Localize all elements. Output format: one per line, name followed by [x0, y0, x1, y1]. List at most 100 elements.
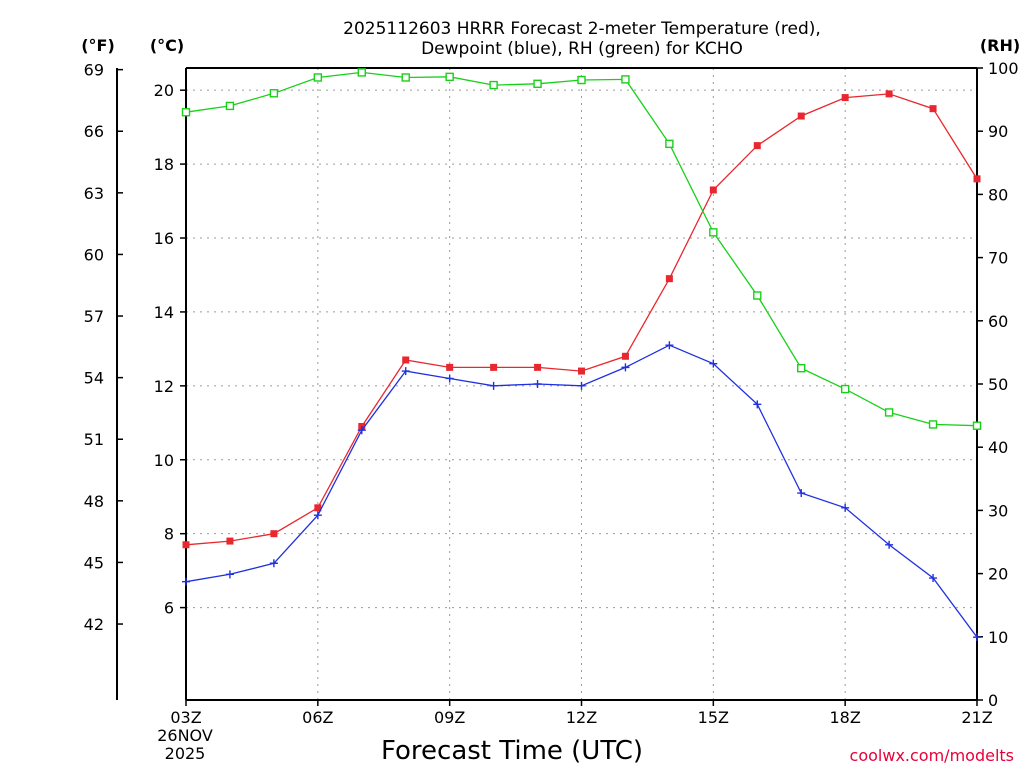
dewpoint-point	[797, 489, 806, 498]
rh-point	[181, 108, 191, 117]
dewpoint-point	[401, 367, 410, 376]
celsius-tick-label: 8	[164, 525, 174, 544]
data-series	[181, 68, 982, 642]
temperature-point	[226, 537, 234, 545]
fahrenheit-tick-label: 69	[84, 61, 104, 80]
rh-tick-label: 100	[988, 59, 1019, 78]
temperature-point	[446, 363, 454, 371]
rh-point	[709, 228, 718, 237]
dewpoint-point	[709, 359, 718, 368]
fahrenheit-tick-label: 63	[84, 184, 104, 203]
dewpoint-point	[357, 426, 366, 435]
dewpoint-point	[182, 577, 190, 586]
dewpoint-point	[577, 381, 586, 390]
dewpoint-point	[621, 363, 630, 372]
rh-tick-label: 90	[988, 122, 1008, 141]
dewpoint-point	[225, 570, 234, 579]
dewpoint-series	[182, 341, 981, 642]
dewpoint-point	[973, 633, 981, 642]
temperature-point	[270, 530, 278, 538]
fahrenheit-tick-label: 66	[84, 122, 104, 141]
rh-tick-label: 30	[988, 501, 1008, 520]
x-tick-label: 18Z	[830, 708, 861, 727]
rh-point	[797, 364, 806, 373]
rh-point	[840, 384, 850, 394]
celsius-tick-label: 10	[154, 451, 174, 470]
celsius-tick-label: 20	[154, 81, 174, 100]
rh-point	[621, 75, 630, 84]
dewpoint-point	[489, 381, 498, 390]
x-tick-label: 15Z	[698, 708, 729, 727]
chart-title: 2025112603 HRRR Forecast 2-meter Tempera…	[343, 19, 821, 39]
dewpoint-point	[665, 341, 674, 350]
fahrenheit-unit-label: (°F)	[81, 36, 115, 55]
temperature-series	[182, 90, 981, 549]
celsius-tick-label: 16	[154, 229, 174, 248]
rh-point	[665, 139, 674, 149]
temperature-point	[973, 175, 981, 183]
dewpoint-point	[533, 380, 542, 388]
x-tick-label: 12Z	[566, 708, 597, 727]
chart-subtitle: Dewpoint (blue), RH (green) for KCHO	[421, 39, 743, 59]
dewpoint-point	[313, 511, 322, 520]
rh-tick-label: 20	[988, 565, 1008, 584]
fahrenheit-tick-label: 57	[84, 307, 104, 326]
rh-point	[928, 420, 938, 429]
rh-point	[533, 79, 542, 89]
temperature-point	[314, 504, 322, 512]
rh-point	[313, 73, 323, 82]
temperature-point	[885, 90, 893, 98]
temperature-point	[797, 112, 805, 120]
fahrenheit-tick-label: 42	[84, 615, 104, 634]
rh-tick-label: 0	[988, 691, 998, 710]
temperature-point	[182, 541, 190, 549]
dewpoint-point	[269, 559, 278, 568]
rh-tick-label: 50	[988, 375, 1008, 394]
fahrenheit-tick-label: 45	[84, 553, 104, 572]
credit-link[interactable]: coolwx.com/modelts	[850, 746, 1014, 765]
x-tick-label: 06Z	[302, 708, 333, 727]
temperature-point	[621, 352, 629, 360]
date-label-year: 2025	[165, 744, 206, 763]
temperature-point	[709, 186, 717, 194]
rh-point	[972, 421, 982, 430]
rh-point	[445, 72, 454, 82]
celsius-tick-label: 14	[154, 303, 174, 322]
rh-point	[489, 80, 498, 90]
temperature-point	[534, 363, 542, 371]
rh-tick-label: 60	[988, 312, 1008, 331]
rh-tick-label: 70	[988, 249, 1008, 268]
fahrenheit-tick-label: 51	[84, 430, 104, 449]
celsius-unit-label: (°C)	[150, 36, 184, 55]
rh-tick-label: 80	[988, 185, 1008, 204]
dewpoint-point	[885, 540, 894, 549]
x-axis-label: Forecast Time (UTC)	[381, 736, 643, 766]
rh-point	[401, 73, 410, 82]
temperature-point	[753, 142, 761, 150]
temperature-point	[841, 94, 849, 102]
fahrenheit-tick-label: 48	[84, 492, 104, 511]
temperature-point	[578, 367, 585, 375]
rh-tick-label: 10	[988, 628, 1008, 647]
x-tick-label: 09Z	[434, 708, 465, 727]
fahrenheit-tick-label: 60	[84, 245, 104, 264]
rh-point	[269, 89, 279, 98]
temperature-point	[665, 275, 673, 283]
temperature-point	[490, 363, 498, 371]
axes: 03Z 06Z 09Z 12Z 15Z 18Z 21Z 6 8 10 12 14 16 18 20 42 45 4…	[84, 59, 1019, 727]
celsius-tick-label: 18	[154, 155, 174, 174]
temperature-line	[185, 93, 978, 546]
rh-point	[577, 75, 586, 85]
x-tick-label: 03Z	[170, 708, 201, 727]
temperature-point	[929, 105, 937, 113]
rh-point	[753, 291, 762, 300]
dewpoint-point	[753, 400, 762, 409]
rh-point	[884, 408, 894, 417]
rh-unit-label: (RH)	[980, 36, 1020, 55]
temperature-point	[402, 356, 410, 364]
dewpoint-point	[445, 374, 454, 383]
fahrenheit-tick-label: 54	[84, 369, 104, 388]
celsius-tick-label: 6	[164, 599, 174, 618]
x-tick-label: 21Z	[961, 708, 992, 727]
